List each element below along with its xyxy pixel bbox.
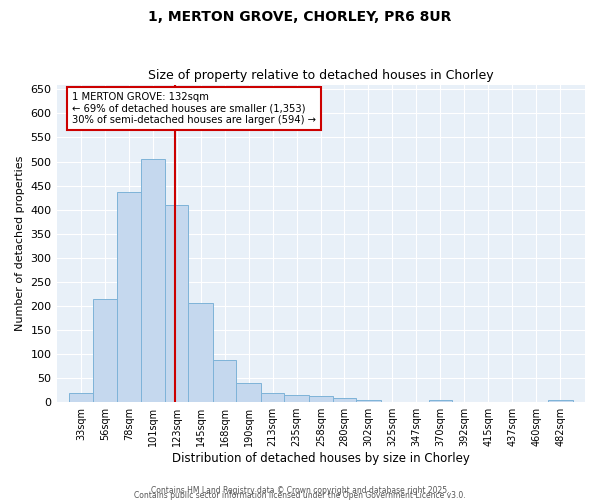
Bar xyxy=(428,400,452,402)
Text: Contains public sector information licensed under the Open Government Licence v3: Contains public sector information licen… xyxy=(134,491,466,500)
Bar xyxy=(94,298,117,402)
Text: Contains HM Land Registry data © Crown copyright and database right 2025.: Contains HM Land Registry data © Crown c… xyxy=(151,486,449,495)
X-axis label: Distribution of detached houses by size in Chorley: Distribution of detached houses by size … xyxy=(172,452,470,465)
Bar xyxy=(284,394,309,402)
Bar xyxy=(548,400,573,402)
Bar xyxy=(332,398,356,402)
Y-axis label: Number of detached properties: Number of detached properties xyxy=(15,156,25,331)
Bar xyxy=(165,205,188,402)
Bar xyxy=(261,392,284,402)
Text: 1, MERTON GROVE, CHORLEY, PR6 8UR: 1, MERTON GROVE, CHORLEY, PR6 8UR xyxy=(148,10,452,24)
Text: 1 MERTON GROVE: 132sqm
← 69% of detached houses are smaller (1,353)
30% of semi-: 1 MERTON GROVE: 132sqm ← 69% of detached… xyxy=(72,92,316,125)
Bar xyxy=(117,192,142,402)
Bar xyxy=(188,302,213,402)
Title: Size of property relative to detached houses in Chorley: Size of property relative to detached ho… xyxy=(148,69,494,82)
Bar xyxy=(356,400,380,402)
Bar xyxy=(309,396,332,402)
Bar xyxy=(142,159,165,402)
Bar xyxy=(69,392,94,402)
Bar xyxy=(213,360,236,402)
Bar xyxy=(236,383,261,402)
